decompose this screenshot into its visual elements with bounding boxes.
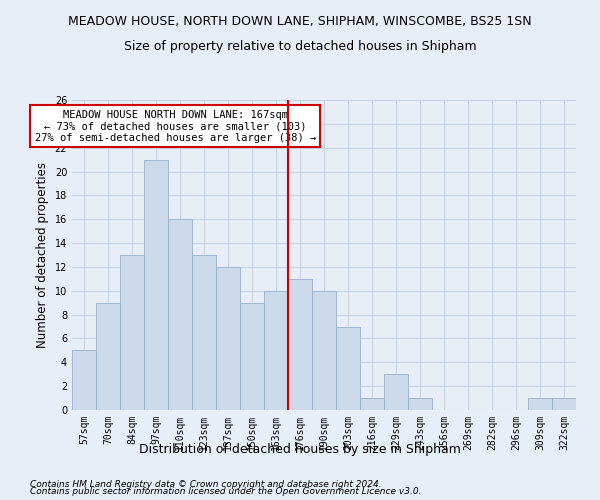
Bar	[168, 219, 192, 410]
Text: Contains HM Land Registry data © Crown copyright and database right 2024.: Contains HM Land Registry data © Crown c…	[30, 480, 382, 489]
Text: Size of property relative to detached houses in Shipham: Size of property relative to detached ho…	[124, 40, 476, 53]
Bar	[288, 279, 312, 410]
Bar	[528, 398, 552, 410]
Bar	[120, 255, 144, 410]
Bar	[360, 398, 384, 410]
Bar	[552, 398, 576, 410]
Bar	[144, 160, 168, 410]
Y-axis label: Number of detached properties: Number of detached properties	[36, 162, 49, 348]
Text: MEADOW HOUSE NORTH DOWN LANE: 167sqm
← 73% of detached houses are smaller (103)
: MEADOW HOUSE NORTH DOWN LANE: 167sqm ← 7…	[35, 110, 316, 142]
Bar	[216, 267, 240, 410]
Bar	[408, 398, 432, 410]
Bar	[96, 302, 120, 410]
Bar	[336, 326, 360, 410]
Text: Distribution of detached houses by size in Shipham: Distribution of detached houses by size …	[139, 442, 461, 456]
Text: MEADOW HOUSE, NORTH DOWN LANE, SHIPHAM, WINSCOMBE, BS25 1SN: MEADOW HOUSE, NORTH DOWN LANE, SHIPHAM, …	[68, 15, 532, 28]
Bar	[192, 255, 216, 410]
Text: Contains public sector information licensed under the Open Government Licence v3: Contains public sector information licen…	[30, 488, 421, 496]
Bar	[72, 350, 96, 410]
Bar	[312, 291, 336, 410]
Bar	[240, 302, 264, 410]
Bar	[384, 374, 408, 410]
Bar	[264, 291, 288, 410]
